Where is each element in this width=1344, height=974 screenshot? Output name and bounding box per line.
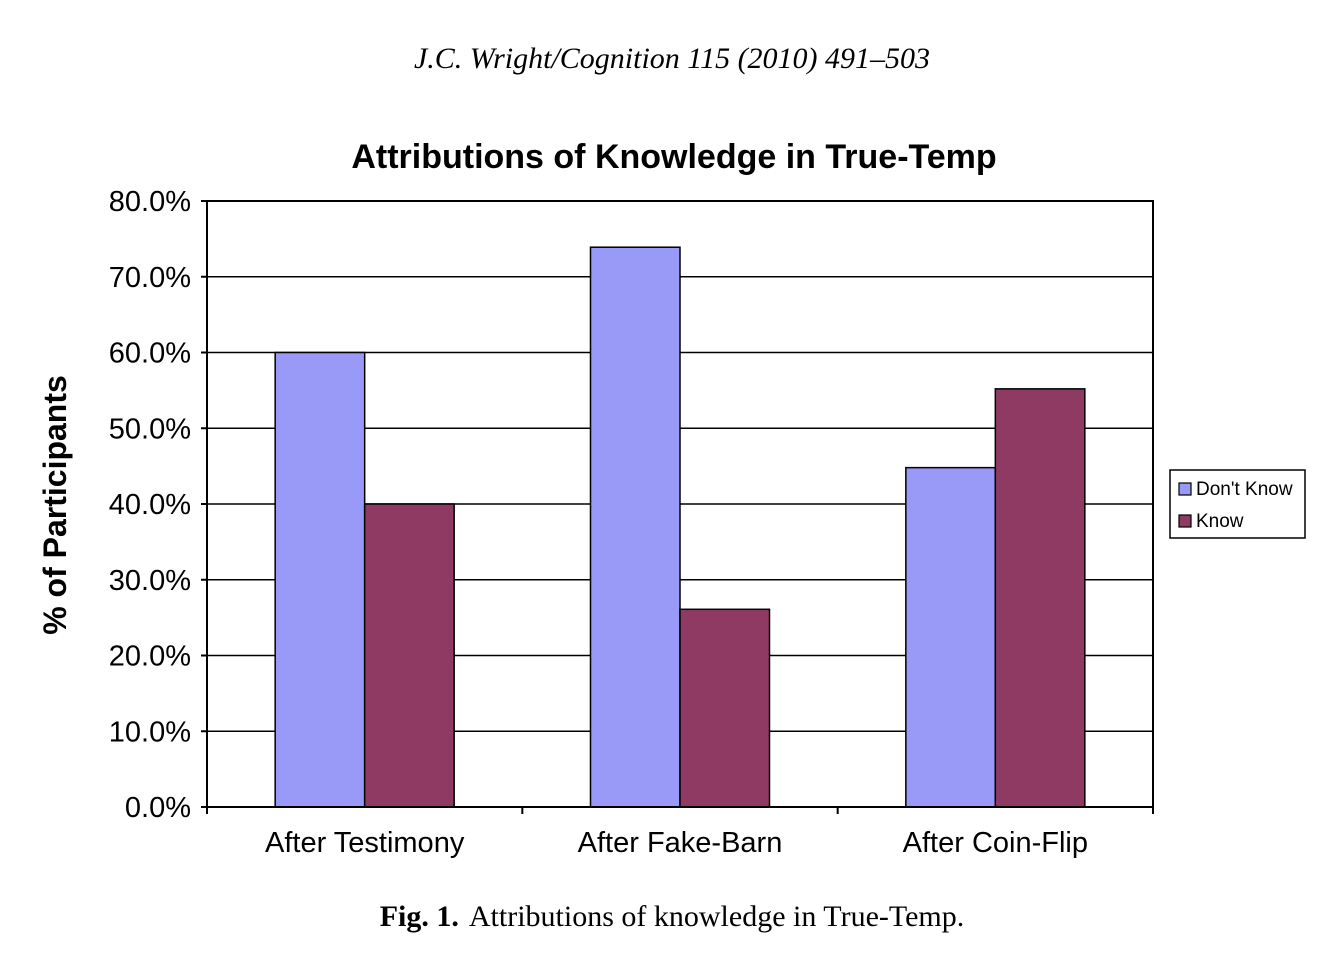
y-axis-ticks: 0.0% 10.0% 20.0% 30.0% 40.0% 50.0% 60.0% 70.0% 8… bbox=[109, 186, 207, 824]
bar bbox=[994, 388, 1086, 808]
legend-swatch bbox=[1178, 482, 1192, 496]
y-tick-label: 20.0% bbox=[109, 641, 191, 673]
y-axis-label: % of Participants bbox=[37, 375, 73, 635]
y-tick-label: 50.0% bbox=[109, 413, 191, 445]
y-tick-label: 40.0% bbox=[109, 489, 191, 521]
y-tick-label: 80.0% bbox=[109, 186, 191, 218]
x-tick-label: After Testimony bbox=[265, 827, 465, 859]
legend-label: Know bbox=[1196, 511, 1244, 532]
bar bbox=[589, 246, 681, 808]
legend: Don't Know Know bbox=[1169, 469, 1306, 539]
figure-label: Fig. 1. bbox=[379, 900, 459, 933]
bar bbox=[905, 466, 997, 808]
legend-swatch bbox=[1178, 514, 1192, 528]
y-tick-label: 60.0% bbox=[109, 338, 191, 370]
x-tick-label: After Coin-Flip bbox=[903, 827, 1088, 859]
y-tick-label: 10.0% bbox=[109, 716, 191, 748]
bar bbox=[363, 503, 455, 808]
y-tick-label: 30.0% bbox=[109, 565, 191, 597]
chart-title: Attributions of Knowledge in True-Temp bbox=[351, 138, 996, 176]
legend-box bbox=[1169, 469, 1306, 539]
bar bbox=[274, 351, 366, 808]
figure-caption: Fig. 1. Attributions of knowledge in True… bbox=[0, 900, 1344, 934]
x-axis-ticks: After Testimony After Fake-Barn After Coin… bbox=[206, 807, 1154, 859]
y-tick-label: 70.0% bbox=[109, 262, 191, 294]
figure-caption-text: Attributions of knowledge in True-Temp. bbox=[468, 900, 965, 933]
legend-label: Don't Know bbox=[1196, 479, 1293, 500]
bar bbox=[679, 608, 771, 808]
x-tick-label: After Fake-Barn bbox=[578, 827, 783, 859]
running-header: J.C. Wright/Cognition 115 (2010) 491–503 bbox=[413, 42, 931, 75]
bars bbox=[274, 246, 1086, 808]
y-tick-label: 0.0% bbox=[125, 792, 191, 824]
